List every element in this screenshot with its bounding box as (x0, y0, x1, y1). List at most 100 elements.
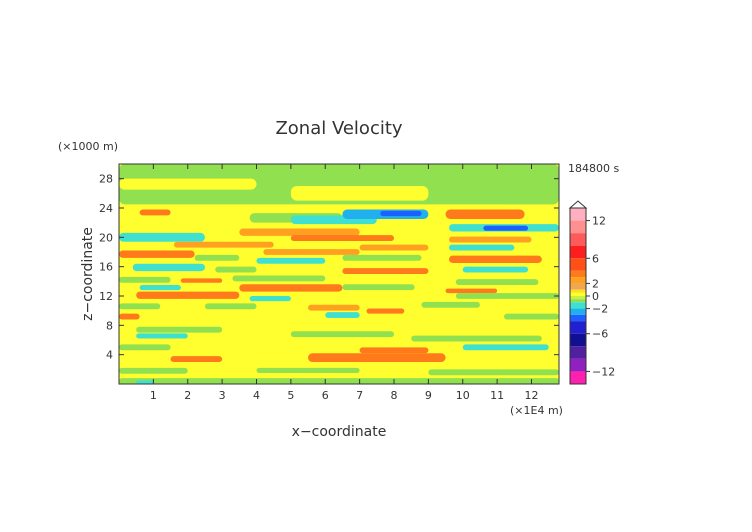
y-tick-label: 20 (99, 231, 113, 244)
x-tick-label: 3 (219, 389, 226, 402)
colorbar-label: −6 (592, 328, 608, 341)
velocity-band (136, 326, 223, 333)
velocity-band (449, 244, 515, 251)
x-tick-label: 4 (253, 389, 260, 402)
colorbar-swatch (570, 371, 586, 384)
velocity-band (359, 244, 429, 251)
colorbar-swatch (570, 289, 586, 293)
velocity-band (132, 263, 205, 272)
colorbar-swatch (570, 283, 586, 290)
velocity-band (256, 367, 360, 373)
velocity-band (342, 254, 422, 261)
velocity-band (119, 367, 188, 374)
velocity-band (421, 301, 480, 308)
velocity-band (455, 293, 559, 299)
velocity-band (342, 268, 429, 274)
velocity-band (119, 276, 171, 283)
colorbar-swatch (570, 333, 586, 347)
velocity-band (483, 225, 529, 231)
colorbar-swatch (570, 296, 586, 300)
velocity-band (462, 266, 529, 273)
colorbar-swatch (570, 233, 586, 246)
velocity-band (449, 236, 532, 243)
velocity-band (290, 331, 394, 338)
velocity-band (342, 284, 415, 291)
colorbar-extend-arrow (568, 200, 588, 209)
colorbar-label: −2 (592, 303, 608, 316)
velocity-band (170, 356, 223, 362)
colorbar-swatch (570, 314, 586, 322)
x-tick-label: 12 (525, 389, 539, 402)
colorbar-swatch (570, 302, 586, 309)
y-axis-label: z−coordinate (80, 227, 96, 321)
y-tick-label: 12 (99, 290, 113, 303)
colorbar-label: 2 (592, 277, 599, 290)
velocity-band (445, 288, 498, 294)
x-tick-label: 5 (287, 389, 294, 402)
velocity-band (136, 291, 240, 299)
y-unit-label: (×1000 m) (58, 140, 118, 153)
velocity-band (174, 241, 274, 248)
colorbar-swatch (570, 277, 586, 284)
velocity-band (455, 279, 539, 285)
y-tick-label: 28 (99, 173, 113, 186)
velocity-band (445, 209, 525, 219)
x-tick-label: 9 (425, 389, 432, 402)
velocity-band (359, 347, 429, 354)
colorbar-swatch (570, 208, 586, 221)
plot-frame (118, 163, 560, 385)
colorbar: 12 6 20−2 −6 −12 (568, 200, 615, 385)
velocity-band (325, 312, 360, 318)
velocity-band (119, 178, 257, 190)
velocity-band (119, 378, 559, 384)
velocity-band (290, 235, 394, 241)
y-tick-label: 16 (99, 261, 113, 274)
velocity-band (366, 308, 405, 314)
x-tick-label: 8 (391, 389, 398, 402)
velocity-band (119, 303, 161, 310)
velocity-band (204, 303, 257, 310)
colorbar-swatch (570, 258, 586, 271)
velocity-band (194, 254, 240, 261)
x-tick-label: 10 (456, 389, 470, 402)
velocity-band (308, 353, 446, 362)
colorbar-swatch (570, 270, 586, 278)
colorbar-swatch (570, 299, 586, 303)
colorbar-swatch (570, 220, 586, 234)
colorbar-swatch (570, 292, 586, 296)
velocity-band (136, 380, 154, 384)
velocity-band (504, 313, 559, 320)
colorbar-label: 6 (592, 252, 599, 265)
velocity-band (249, 296, 291, 302)
velocity-band (139, 209, 171, 216)
velocity-band (411, 335, 542, 342)
time-label: 184800 s (568, 162, 619, 175)
velocity-field (119, 164, 559, 384)
y-tick-label: 24 (99, 202, 113, 215)
velocity-band (239, 284, 343, 292)
y-tick-label: 8 (106, 319, 113, 332)
velocity-band (139, 285, 181, 291)
x-tick-label: 11 (490, 389, 504, 402)
colorbar-label: −12 (592, 365, 615, 378)
velocity-band (449, 255, 542, 263)
velocity-band (180, 278, 223, 283)
velocity-band (256, 257, 326, 264)
y-axis: 4 8 12 16 20 24 28 (99, 173, 559, 362)
colorbar-label: 12 (592, 215, 606, 228)
velocity-band (380, 210, 422, 217)
colorbar-label: 0 (592, 290, 599, 303)
velocity-band (239, 228, 360, 236)
velocity-band (119, 164, 559, 205)
colorbar-swatch (570, 321, 586, 334)
x-tick-label: 1 (150, 389, 157, 402)
velocity-band (263, 249, 360, 255)
velocity-band (462, 344, 549, 351)
colorbar-swatch (570, 245, 586, 259)
x-tick-label: 7 (356, 389, 363, 402)
velocity-band (215, 266, 257, 273)
x-axis-label: x−coordinate (292, 424, 387, 440)
velocity-band (290, 186, 429, 201)
